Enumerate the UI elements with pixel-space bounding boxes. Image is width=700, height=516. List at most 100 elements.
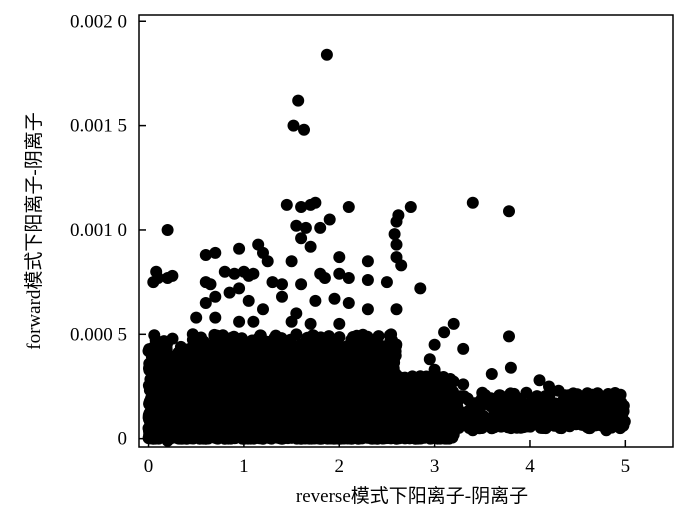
data-point	[438, 374, 451, 387]
data-point	[252, 332, 265, 345]
data-point	[437, 418, 450, 431]
data-point	[390, 432, 403, 445]
data-point	[359, 388, 371, 401]
data-point	[395, 419, 408, 432]
x-tick-label: 2	[335, 456, 345, 477]
data-point	[142, 345, 155, 357]
data-point	[333, 317, 346, 330]
data-point	[503, 205, 515, 218]
data-point	[327, 407, 339, 420]
data-point	[543, 413, 555, 426]
data-point	[585, 420, 598, 433]
tick-labels-layer: 0 1 2 3 4 500.000 50.001 00.001 50.002 0	[70, 11, 630, 477]
data-point	[334, 367, 347, 380]
data-point	[552, 384, 565, 397]
data-point	[533, 374, 546, 387]
data-point	[590, 388, 603, 401]
data-point	[149, 376, 162, 389]
data-point	[600, 424, 613, 437]
data-point	[287, 414, 300, 427]
plot-frame	[138, 14, 674, 448]
data-point	[287, 119, 300, 132]
data-point	[237, 432, 250, 445]
data-point	[556, 420, 569, 433]
y-tick-label: 0.001 0	[70, 220, 127, 241]
data-point	[360, 335, 373, 348]
data-point	[609, 411, 622, 424]
data-point	[147, 432, 160, 445]
data-point	[390, 215, 403, 228]
data-point	[520, 386, 533, 399]
y-tick-label: 0.000 5	[70, 324, 127, 345]
data-point	[190, 311, 203, 324]
data-point	[161, 434, 174, 447]
data-point	[356, 407, 368, 420]
data-point	[199, 249, 212, 261]
data-point	[326, 352, 339, 365]
data-point	[210, 351, 223, 364]
data-point	[199, 365, 212, 378]
data-point	[323, 213, 336, 226]
data-point	[266, 276, 279, 289]
data-point	[595, 409, 608, 422]
data-point	[290, 380, 303, 393]
data-point	[180, 432, 193, 445]
data-point	[390, 303, 403, 316]
data-point	[199, 297, 212, 309]
data-point	[218, 265, 231, 278]
x-tick-label: 5	[621, 456, 631, 477]
data-point	[388, 228, 401, 241]
data-point	[160, 400, 173, 413]
data-point	[617, 403, 630, 416]
data-point	[268, 367, 281, 380]
data-point	[395, 259, 408, 272]
data-point	[196, 404, 209, 417]
data-point	[438, 326, 451, 339]
x-axis-title: reverse模式下阳离子-阴离子	[296, 485, 528, 507]
data-point	[504, 361, 517, 374]
data-point	[365, 352, 378, 365]
data-point	[404, 201, 417, 213]
data-point	[295, 201, 308, 213]
data-point	[314, 432, 327, 445]
data-point	[285, 255, 298, 268]
data-point	[389, 345, 402, 358]
data-point	[466, 196, 479, 209]
data-point	[311, 344, 324, 357]
data-point	[295, 278, 308, 291]
data-point	[416, 393, 429, 406]
data-point	[352, 432, 365, 445]
data-point	[276, 278, 288, 291]
data-point	[385, 367, 398, 380]
data-point	[428, 338, 441, 351]
data-point	[362, 431, 375, 444]
data-point	[342, 297, 355, 309]
data-point	[269, 390, 281, 403]
data-point	[390, 238, 403, 251]
data-point	[176, 394, 189, 407]
data-point	[247, 267, 260, 280]
data-point	[218, 432, 231, 445]
data-point	[292, 94, 305, 107]
data-point	[361, 303, 374, 316]
data-point	[457, 378, 470, 391]
data-point	[343, 408, 356, 421]
y-tick-label: 0	[118, 429, 128, 450]
data-point	[247, 315, 260, 328]
x-tick-label: 4	[525, 456, 535, 477]
data-point	[304, 240, 317, 253]
data-point	[182, 411, 195, 424]
data-point	[309, 294, 322, 307]
data-point	[257, 432, 269, 445]
data-point	[181, 374, 193, 387]
data-point	[288, 352, 301, 365]
data-point	[233, 242, 246, 255]
data-point	[495, 393, 508, 405]
data-point	[320, 48, 333, 61]
data-point	[316, 403, 329, 416]
data-point	[153, 418, 166, 431]
data-point	[318, 272, 331, 284]
data-point	[233, 315, 246, 328]
y-axis-title: forward模式下阳离子-阴离子	[23, 112, 45, 349]
data-point	[204, 278, 217, 291]
